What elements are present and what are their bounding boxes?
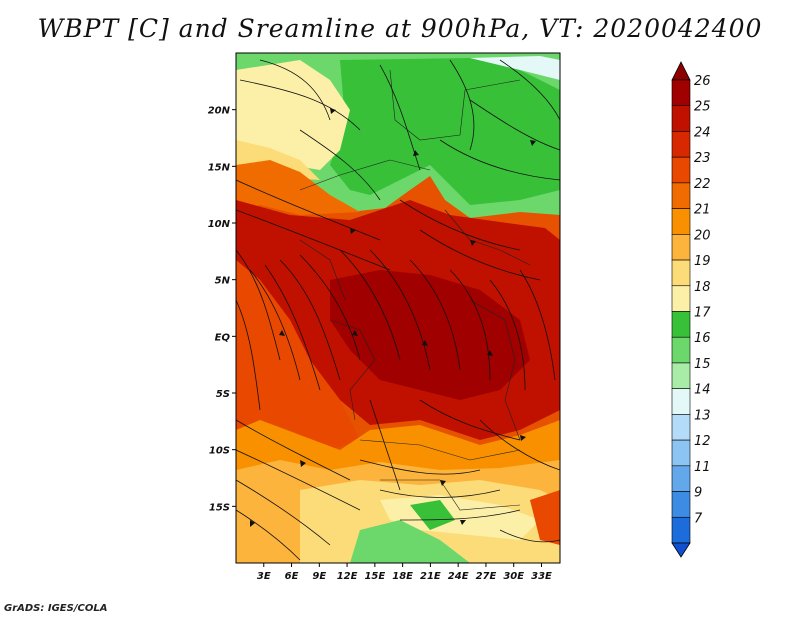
- map-frame: [235, 52, 561, 564]
- colorbar-swatch: [671, 465, 691, 492]
- colorbar-label: 20: [694, 228, 711, 243]
- field-north-darkgreen: [330, 58, 560, 205]
- colorbar-top-arrow: [671, 61, 691, 81]
- field-core-darkred: [330, 270, 530, 400]
- latitude-axis: 20N 15N 10N 5N EQ 5S 10S 15S: [208, 106, 236, 513]
- lat-tick-label: 5N: [215, 276, 231, 287]
- colorbar-label: 16: [694, 331, 711, 346]
- lon-tick-label: 15E: [364, 571, 385, 582]
- field-north-yellow: [236, 60, 350, 170]
- colorbar-swatch: [671, 208, 691, 235]
- colorbar-swatch: [671, 234, 691, 261]
- colorbar-label: 25: [694, 100, 711, 115]
- colorbar-swatch: [671, 362, 691, 389]
- chart-title: WBPT [C] and Sreamline at 900hPa, VT: 20…: [37, 14, 763, 43]
- colorbar-swatch: [671, 311, 691, 338]
- colorbar-label: 21: [694, 203, 711, 218]
- lon-tick-label: 21E: [420, 571, 441, 582]
- colorbar-label: 9: [694, 486, 702, 501]
- colorbar-swatch: [671, 156, 691, 184]
- colorbar-label: 22: [694, 177, 711, 192]
- field-south-green: [350, 520, 470, 563]
- lat-tick-label: 20N: [208, 106, 231, 117]
- colorbar-swatch: [671, 336, 691, 364]
- colorbar-label: 13: [694, 408, 711, 423]
- colorbar-swatch: [671, 414, 691, 441]
- lat-tick-label: EQ: [215, 332, 231, 343]
- field-south-green2: [410, 500, 455, 530]
- colorbar-label: 15: [694, 357, 711, 372]
- lon-tick-label: 33E: [531, 571, 552, 582]
- colorbar-label: 24: [694, 125, 711, 140]
- colorbar-swatch: [671, 388, 691, 415]
- colorbar-swatch: [671, 285, 691, 312]
- lon-tick-label: 30E: [503, 571, 524, 582]
- field-nw-orange: [236, 160, 360, 215]
- country-borders: [299, 69, 531, 511]
- wbpt-field: [236, 53, 560, 563]
- colorbar-label: 19: [694, 254, 711, 269]
- lon-tick-label: 6E: [285, 571, 299, 582]
- lon-tick-label: 12E: [337, 571, 358, 582]
- lat-tick-label: 10S: [209, 446, 230, 457]
- lon-tick-label: 3E: [257, 571, 271, 582]
- lon-tick-label: 24E: [448, 571, 469, 582]
- colorbar-label: 14: [694, 383, 711, 398]
- colorbar-label: 7: [694, 511, 703, 526]
- colorbar-label: 18: [694, 280, 711, 295]
- lon-tick-label: 18E: [392, 571, 413, 582]
- colorbar-bottom-arrow: [671, 542, 691, 558]
- streamline-arrows: [250, 108, 536, 527]
- colorbar-swatch: [671, 79, 691, 107]
- colorbar-label: 11: [694, 460, 711, 475]
- colorbar: 26 25 24 23 22 21 20 19 18 17 16 15 14 13 12 11 9 7: [671, 61, 711, 558]
- lat-tick-label: 15S: [209, 502, 230, 513]
- colorbar-swatch: [671, 516, 691, 544]
- colorbar-swatch: [671, 491, 691, 518]
- lat-tick-label: 5S: [216, 389, 230, 400]
- colorbar-swatch: [671, 131, 691, 158]
- colorbar-label: 12: [694, 434, 711, 449]
- field-north-cyan: [470, 56, 560, 80]
- colorbar-label: 26: [694, 74, 711, 89]
- lat-tick-label: 10N: [208, 219, 231, 230]
- colorbar-swatch: [671, 105, 691, 132]
- field-southeast-red: [530, 490, 560, 545]
- lon-tick-label: 9E: [312, 571, 326, 582]
- lon-tick-label: 27E: [476, 571, 497, 582]
- field-west-orange: [236, 260, 360, 450]
- lat-tick-label: 15N: [208, 162, 231, 173]
- longitude-axis: 3E 6E 9E 12E 15E 18E 21E 24E 27E 30E 33E: [257, 563, 552, 582]
- colorbar-swatch: [671, 182, 691, 209]
- colorbar-label: 17: [694, 306, 711, 321]
- streamlines: [236, 59, 560, 561]
- colorbar-swatch: [671, 259, 691, 287]
- colorbar-label: 23: [694, 151, 711, 166]
- colorbar-swatch: [671, 439, 691, 467]
- grads-credit: GrADS: IGES/COLA: [4, 603, 108, 614]
